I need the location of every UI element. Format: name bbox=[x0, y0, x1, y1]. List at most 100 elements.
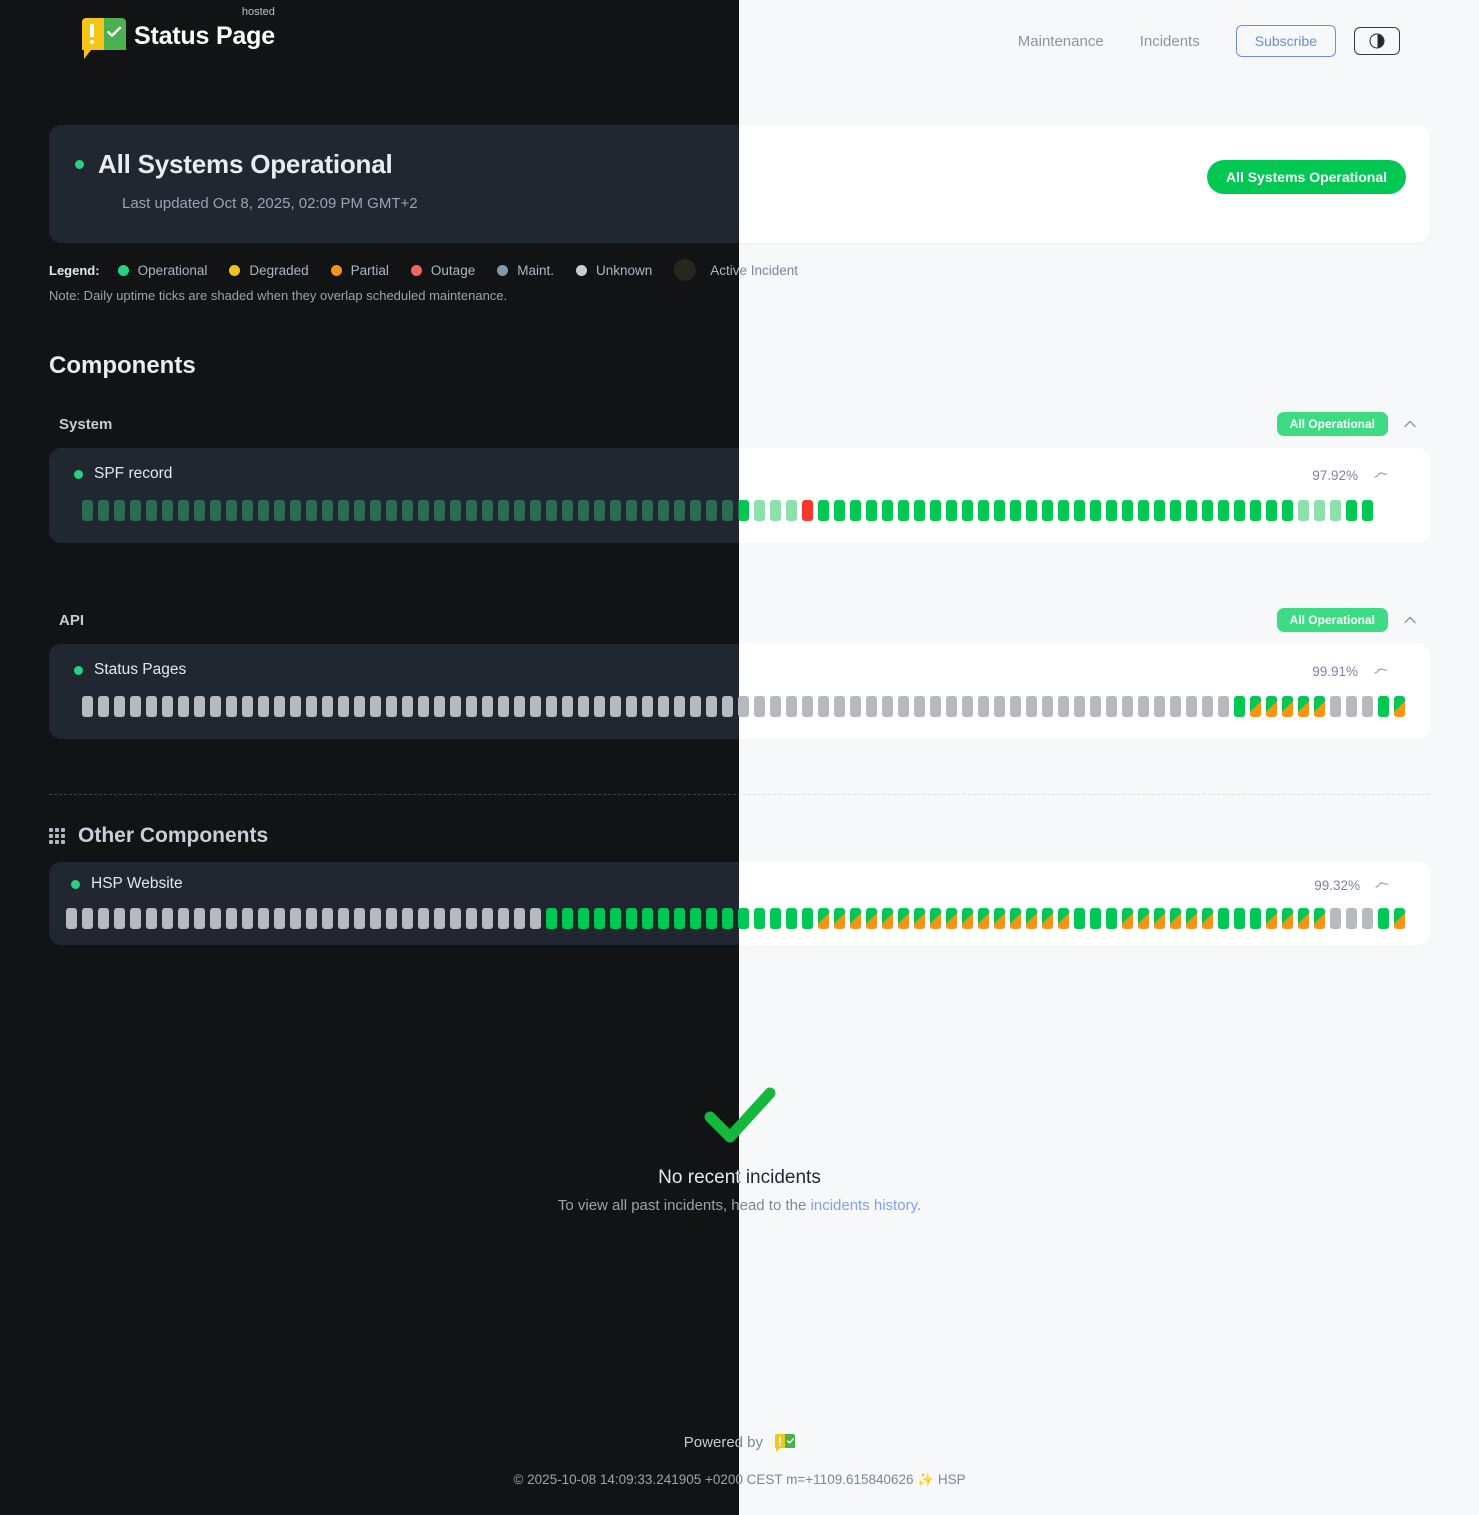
uptime-tick-unk[interactable] bbox=[194, 908, 205, 929]
uptime-tick-op[interactable] bbox=[130, 500, 141, 521]
uptime-tick-op[interactable] bbox=[610, 500, 621, 521]
uptime-tick-op[interactable] bbox=[82, 500, 93, 521]
uptime-tick-unk[interactable] bbox=[514, 696, 525, 717]
brand-logo-link[interactable]: Status Page hosted bbox=[82, 6, 275, 59]
uptime-tick-unk[interactable] bbox=[210, 908, 221, 929]
uptime-tick-op[interactable] bbox=[658, 908, 669, 929]
uptime-tick-op[interactable] bbox=[578, 908, 589, 929]
uptime-tick-unk[interactable] bbox=[162, 908, 173, 929]
uptime-tick-op[interactable] bbox=[674, 908, 685, 929]
uptime-tick-op[interactable] bbox=[658, 500, 669, 521]
uptime-tick-unk[interactable] bbox=[434, 696, 445, 717]
uptime-tick-unk[interactable] bbox=[146, 908, 157, 929]
uptime-tick-op[interactable] bbox=[466, 500, 477, 521]
uptime-tick-op[interactable] bbox=[642, 500, 653, 521]
uptime-tick-unk[interactable] bbox=[354, 908, 365, 929]
uptime-tick-op[interactable] bbox=[706, 500, 717, 521]
uptime-tick-unk[interactable] bbox=[130, 908, 141, 929]
uptime-tick-unk[interactable] bbox=[450, 908, 461, 929]
uptime-tick-op[interactable] bbox=[722, 908, 733, 929]
uptime-tick-op[interactable] bbox=[242, 500, 253, 521]
uptime-tick-op[interactable] bbox=[562, 908, 573, 929]
uptime-tick-op[interactable] bbox=[514, 500, 525, 521]
uptime-tick-unk[interactable] bbox=[274, 908, 285, 929]
uptime-tick-unk[interactable] bbox=[450, 696, 461, 717]
uptime-tick-unk[interactable] bbox=[514, 908, 525, 929]
uptime-tick-unk[interactable] bbox=[498, 696, 509, 717]
uptime-tick-unk[interactable] bbox=[626, 696, 637, 717]
uptime-tick-unk[interactable] bbox=[338, 908, 349, 929]
uptime-tick-op[interactable] bbox=[178, 500, 189, 521]
uptime-tick-unk[interactable] bbox=[418, 908, 429, 929]
uptime-tick-unk[interactable] bbox=[354, 696, 365, 717]
uptime-tick-op[interactable] bbox=[722, 500, 733, 521]
uptime-tick-op[interactable] bbox=[258, 500, 269, 521]
uptime-tick-unk[interactable] bbox=[530, 696, 541, 717]
uptime-tick-unk[interactable] bbox=[546, 696, 557, 717]
uptime-tick-op[interactable] bbox=[402, 500, 413, 521]
uptime-tick-op[interactable] bbox=[226, 500, 237, 521]
uptime-tick-unk[interactable] bbox=[338, 696, 349, 717]
uptime-tick-op[interactable] bbox=[322, 500, 333, 521]
uptime-tick-unk[interactable] bbox=[226, 908, 237, 929]
uptime-tick-op[interactable] bbox=[578, 500, 589, 521]
uptime-tick-unk[interactable] bbox=[146, 696, 157, 717]
uptime-tick-op[interactable] bbox=[562, 500, 573, 521]
uptime-tick-op[interactable] bbox=[546, 500, 557, 521]
uptime-tick-unk[interactable] bbox=[130, 696, 141, 717]
uptime-tick-unk[interactable] bbox=[674, 696, 685, 717]
uptime-tick-unk[interactable] bbox=[242, 696, 253, 717]
uptime-tick-unk[interactable] bbox=[258, 696, 269, 717]
uptime-tick-unk[interactable] bbox=[386, 908, 397, 929]
uptime-tick-unk[interactable] bbox=[290, 908, 301, 929]
uptime-tick-unk[interactable] bbox=[482, 908, 493, 929]
uptime-tick-unk[interactable] bbox=[98, 696, 109, 717]
uptime-tick-unk[interactable] bbox=[194, 696, 205, 717]
uptime-tick-op[interactable] bbox=[306, 500, 317, 521]
uptime-tick-op[interactable] bbox=[498, 500, 509, 521]
uptime-tick-unk[interactable] bbox=[306, 696, 317, 717]
uptime-tick-unk[interactable] bbox=[690, 696, 701, 717]
uptime-tick-unk[interactable] bbox=[98, 908, 109, 929]
uptime-tick-op[interactable] bbox=[146, 500, 157, 521]
uptime-tick-op[interactable] bbox=[274, 500, 285, 521]
uptime-tick-unk[interactable] bbox=[258, 908, 269, 929]
uptime-tick-unk[interactable] bbox=[466, 696, 477, 717]
uptime-tick-unk[interactable] bbox=[466, 908, 477, 929]
uptime-tick-unk[interactable] bbox=[722, 696, 733, 717]
uptime-tick-op[interactable] bbox=[594, 908, 605, 929]
uptime-tick-op[interactable] bbox=[434, 500, 445, 521]
uptime-tick-unk[interactable] bbox=[242, 908, 253, 929]
uptime-tick-op[interactable] bbox=[194, 500, 205, 521]
uptime-tick-unk[interactable] bbox=[322, 696, 333, 717]
uptime-tick-op[interactable] bbox=[626, 908, 637, 929]
uptime-tick-unk[interactable] bbox=[402, 696, 413, 717]
uptime-tick-unk[interactable] bbox=[114, 696, 125, 717]
uptime-tick-op[interactable] bbox=[482, 500, 493, 521]
uptime-tick-unk[interactable] bbox=[386, 696, 397, 717]
uptime-tick-op[interactable] bbox=[290, 500, 301, 521]
uptime-tick-unk[interactable] bbox=[274, 696, 285, 717]
uptime-tick-op[interactable] bbox=[610, 908, 621, 929]
uptime-tick-op[interactable] bbox=[530, 500, 541, 521]
uptime-tick-unk[interactable] bbox=[306, 908, 317, 929]
uptime-tick-unk[interactable] bbox=[578, 696, 589, 717]
uptime-tick-op[interactable] bbox=[418, 500, 429, 521]
uptime-tick-unk[interactable] bbox=[642, 696, 653, 717]
uptime-tick-op[interactable] bbox=[354, 500, 365, 521]
uptime-tick-op[interactable] bbox=[338, 500, 349, 521]
uptime-tick-op[interactable] bbox=[594, 500, 605, 521]
uptime-tick-op[interactable] bbox=[162, 500, 173, 521]
uptime-tick-unk[interactable] bbox=[162, 696, 173, 717]
uptime-tick-op[interactable] bbox=[626, 500, 637, 521]
uptime-tick-unk[interactable] bbox=[658, 696, 669, 717]
uptime-tick-unk[interactable] bbox=[498, 908, 509, 929]
uptime-tick-unk[interactable] bbox=[706, 696, 717, 717]
uptime-tick-unk[interactable] bbox=[114, 908, 125, 929]
uptime-tick-unk[interactable] bbox=[610, 696, 621, 717]
uptime-tick-op[interactable] bbox=[114, 500, 125, 521]
uptime-tick-op[interactable] bbox=[690, 500, 701, 521]
uptime-tick-unk[interactable] bbox=[370, 908, 381, 929]
uptime-tick-op[interactable] bbox=[546, 908, 557, 929]
uptime-tick-unk[interactable] bbox=[530, 908, 541, 929]
